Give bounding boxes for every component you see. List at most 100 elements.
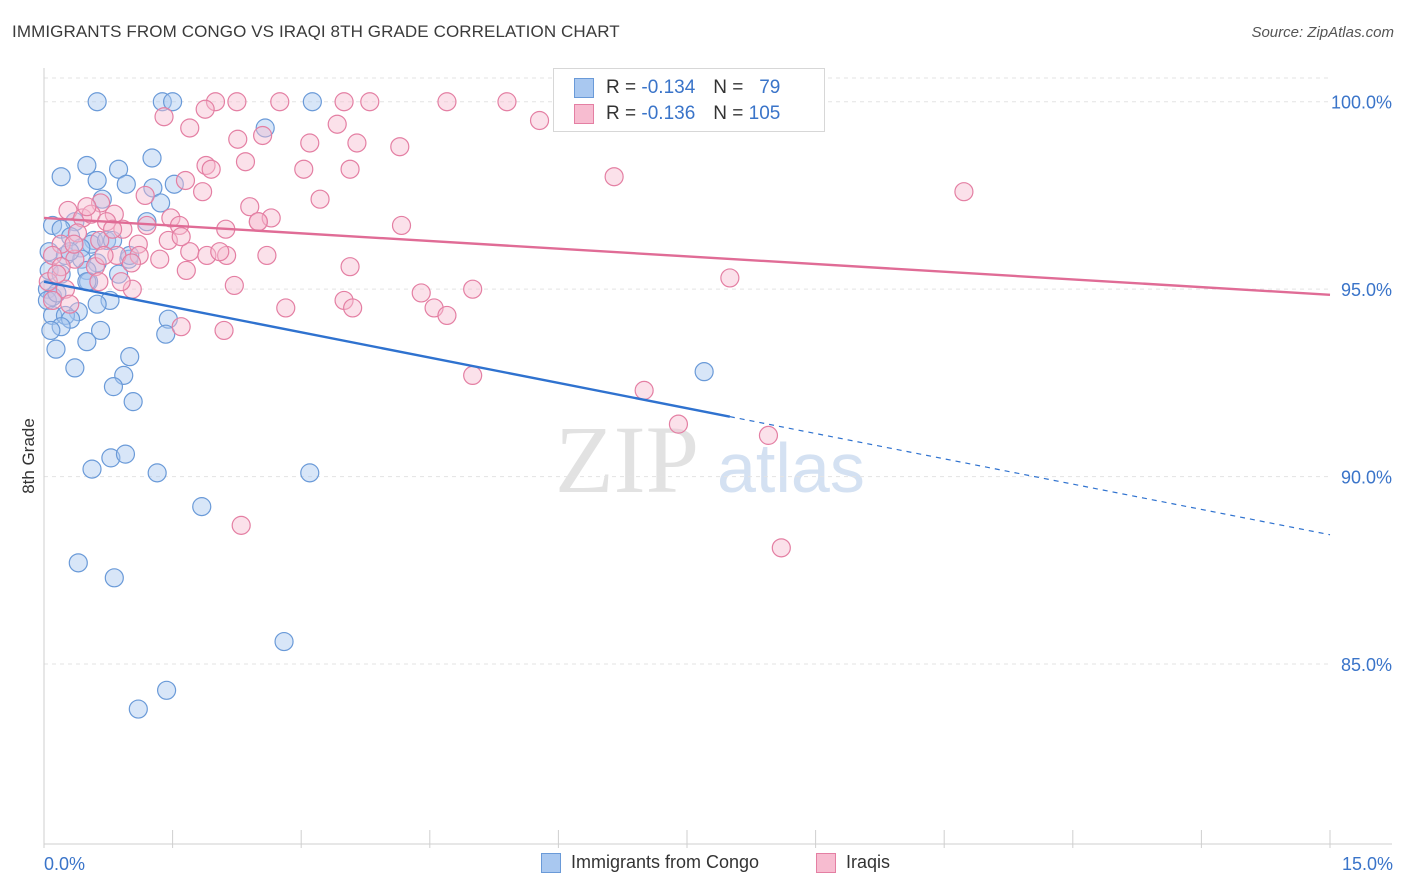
congo-point: [96, 230, 117, 251]
congo-point: [101, 448, 121, 468]
x-tick-label: 15.0%: [1342, 854, 1393, 874]
iraqi-point: [180, 118, 200, 138]
legend-swatch-iraqis: [574, 104, 594, 124]
iraqi-point: [253, 125, 273, 146]
iraqi-point: [294, 159, 314, 179]
congo-point: [55, 305, 76, 326]
congo-trend-extension: [729, 416, 1331, 536]
iraqi-point: [327, 114, 347, 134]
iraqi-point: [771, 538, 791, 558]
iraqi-point: [954, 182, 974, 202]
iraqi-point: [463, 279, 483, 299]
legend-item-congo[interactable]: Immigrants from Congo: [541, 852, 759, 873]
iraqi-point: [77, 197, 97, 217]
iraqi-point: [224, 275, 244, 296]
legend-n-value: 105: [748, 103, 781, 124]
congo-point: [128, 699, 148, 719]
iraqi-point: [634, 380, 654, 400]
iraqi-point: [390, 137, 410, 157]
iraqi-point: [235, 152, 256, 172]
legend-n-label: N =: [713, 77, 744, 98]
congo-point: [302, 92, 322, 112]
congo-point: [274, 631, 294, 652]
iraqi-point: [210, 242, 230, 262]
congo-point: [192, 497, 212, 517]
iraqi-point: [270, 92, 290, 112]
legend-label-iraqis: Iraqis: [846, 852, 891, 872]
congo-point: [87, 294, 107, 314]
congo-point: [104, 568, 124, 588]
series-legend: Immigrants from Congo Iraqis: [0, 852, 1406, 876]
iraqi-point: [463, 365, 483, 386]
iraqi-point: [89, 272, 109, 292]
congo-point: [694, 362, 714, 382]
iraqi-point: [193, 182, 213, 202]
congo-point: [46, 339, 66, 359]
iraqi-point: [171, 317, 191, 337]
source-label: Source: ZipAtlas.com: [1251, 24, 1394, 41]
iraqi-point: [113, 219, 133, 239]
y-tick-label: 100.0%: [1331, 93, 1392, 113]
congo-point: [164, 174, 184, 194]
iraqi-point: [340, 257, 360, 277]
iraqi-point: [154, 107, 174, 127]
watermark-zip: ZIP: [555, 406, 699, 513]
congo-point: [142, 148, 162, 168]
congo-point: [90, 320, 111, 341]
iraqi-point: [248, 212, 268, 232]
iraqi-trend-line: [43, 216, 1331, 296]
iraqi-point: [67, 223, 88, 243]
iraqi-point: [176, 260, 196, 281]
legend-n-label: N =: [713, 103, 744, 124]
congo-point: [41, 320, 61, 341]
congo-point: [87, 170, 107, 191]
iraqi-point: [195, 99, 215, 119]
legend-row-congo: R = -0.134 N = 79: [574, 76, 780, 100]
watermark-atlas: atlas: [717, 429, 865, 507]
iraqi-point: [175, 170, 196, 191]
legend-swatch-congo: [574, 78, 594, 98]
congo-point: [82, 459, 102, 479]
iraqi-point: [60, 294, 80, 314]
iraqi-point: [228, 129, 248, 149]
legend-item-iraqis[interactable]: Iraqis: [816, 852, 890, 873]
iraqi-point: [64, 234, 84, 254]
iraqi-point: [150, 249, 170, 269]
iraqi-point: [90, 230, 110, 251]
legend-r-label: R =: [606, 77, 637, 98]
iraqi-point: [497, 92, 517, 112]
congo-point: [255, 118, 275, 138]
legend-r-value: -0.134: [641, 77, 696, 98]
legend-swatch-iraqis: [816, 852, 836, 873]
iraqi-point: [437, 92, 457, 112]
congo-point: [116, 174, 136, 194]
legend-row-iraqis: R = -0.136 N = 105: [574, 102, 780, 126]
congo-point: [108, 264, 129, 284]
congo-point: [77, 332, 97, 352]
congo-trend-line: [43, 280, 731, 418]
iraqi-point: [135, 185, 155, 206]
congo-point: [147, 463, 167, 483]
stats-legend: R = -0.134 N = 79 R = -0.136 N = 105: [553, 68, 825, 132]
congo-point: [51, 167, 71, 187]
congo-point: [87, 92, 107, 112]
congo-point: [163, 92, 183, 112]
iraqi-point: [360, 92, 380, 112]
iraqi-point: [196, 155, 216, 176]
congo-point: [120, 347, 140, 367]
iraqi-point: [47, 264, 67, 284]
legend-n-value: 79: [759, 77, 781, 98]
iraqi-point: [604, 167, 624, 187]
congo-point: [108, 159, 129, 179]
iraqi-point: [437, 305, 457, 326]
congo-point: [143, 178, 163, 198]
legend-r-value: -0.136: [641, 103, 696, 124]
iraqi-point: [276, 298, 296, 318]
iraqi-point: [411, 283, 431, 303]
congo-point: [51, 317, 71, 337]
congo-point: [103, 377, 124, 397]
iraqi-point: [300, 133, 320, 153]
iraqi-point: [257, 245, 277, 266]
legend-label-congo: Immigrants from Congo: [571, 852, 760, 872]
iraqi-point: [240, 197, 260, 217]
